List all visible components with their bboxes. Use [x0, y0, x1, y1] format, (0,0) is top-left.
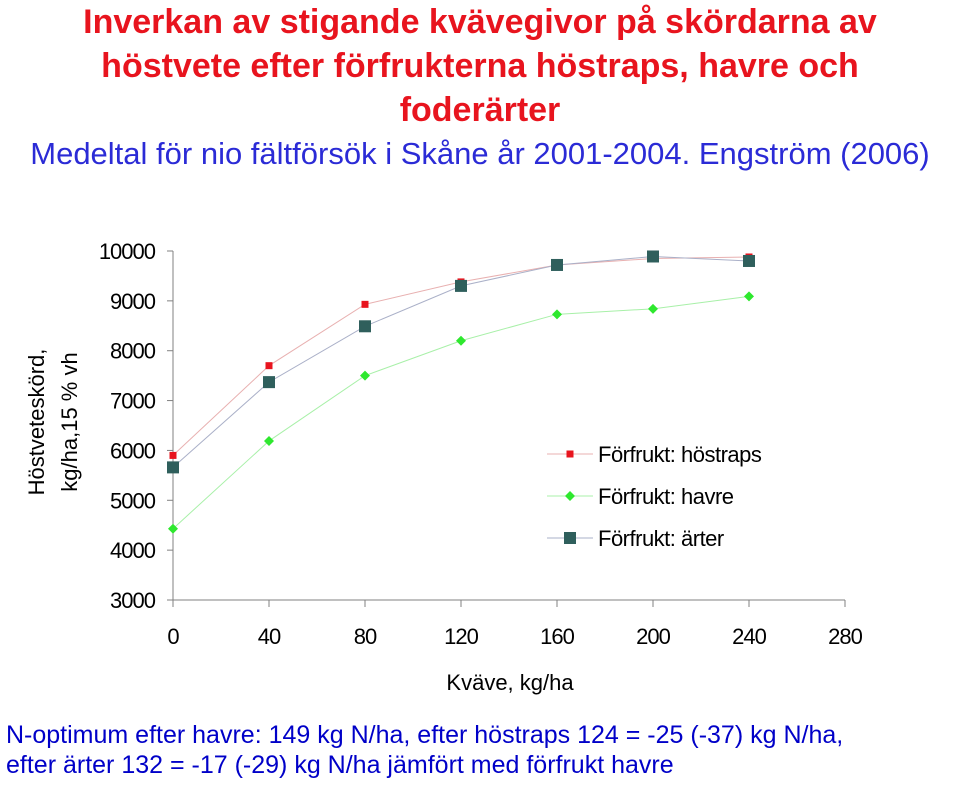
data-point-series-2	[264, 435, 274, 446]
x-tick-label: 160	[540, 624, 574, 649]
y-tick-label: 8000	[110, 339, 156, 364]
y-axis-label-line-1: Höstveteskörd,	[24, 349, 49, 496]
data-point-series-3	[647, 250, 659, 263]
y-axis-label-line-2: kg/ha,15 % vh	[57, 352, 82, 491]
data-point-series-3	[551, 258, 563, 271]
legend-label-3: Förfrukt: ärter	[598, 526, 724, 551]
x-tick-label: 0	[167, 624, 179, 649]
data-point-series-2	[168, 523, 178, 534]
y-tick-label: 9000	[110, 289, 156, 314]
legend-marker-2	[565, 491, 575, 501]
data-point-series-2	[360, 370, 370, 381]
data-point-series-3	[455, 279, 467, 292]
y-tick-label: 7000	[110, 389, 156, 414]
data-point-series-3	[743, 254, 755, 267]
footer-line-1: N-optimum efter havre: 149 kg N/ha, efte…	[6, 721, 844, 749]
title-line-1: Inverkan av stigande kvävegivor på skörd…	[83, 3, 877, 41]
legend-label-1: Förfrukt: höstraps	[598, 442, 762, 467]
x-tick-label: 120	[444, 624, 478, 649]
y-tick-label: 10000	[99, 239, 156, 264]
data-point-series-3	[263, 376, 275, 389]
y-tick-label: 4000	[110, 538, 156, 563]
y-tick-label: 3000	[110, 588, 156, 613]
chart-subtitle: Medeltal för nio fältförsök i Skåne år 2…	[30, 136, 930, 171]
title-line-2: höstvete efter förfrukterna höstraps, ha…	[101, 47, 859, 85]
data-point-series-3	[167, 461, 179, 474]
data-point-series-2	[552, 309, 562, 320]
x-tick-label: 200	[636, 624, 670, 649]
data-point-series-1	[361, 300, 369, 308]
title-line-3: foderärter	[399, 91, 561, 129]
y-tick-label: 5000	[110, 488, 156, 513]
footer-line-2: efter ärter 132 = -17 (-29) kg N/ha jämf…	[6, 751, 674, 779]
data-point-series-1	[265, 362, 273, 370]
y-tick-label: 6000	[110, 438, 156, 463]
data-point-series-1	[169, 451, 177, 459]
x-axis-label: Kväve, kg/ha	[446, 670, 574, 695]
data-point-series-2	[744, 291, 754, 302]
chart-title: Inverkan av stigande kvävegivor på skörd…	[0, 0, 960, 132]
data-point-series-2	[648, 303, 658, 314]
legend-marker-3	[564, 532, 576, 544]
x-tick-label: 240	[732, 624, 766, 649]
data-point-series-3	[359, 320, 371, 333]
x-tick-label: 40	[258, 624, 281, 649]
legend-label-2: Förfrukt: havre	[598, 484, 734, 509]
data-point-series-2	[456, 335, 466, 346]
x-tick-label: 80	[354, 624, 377, 649]
legend-marker-1	[566, 450, 574, 458]
x-tick-label: 280	[828, 624, 862, 649]
footer-note: N-optimum efter havre: 149 kg N/ha, efte…	[6, 720, 960, 780]
